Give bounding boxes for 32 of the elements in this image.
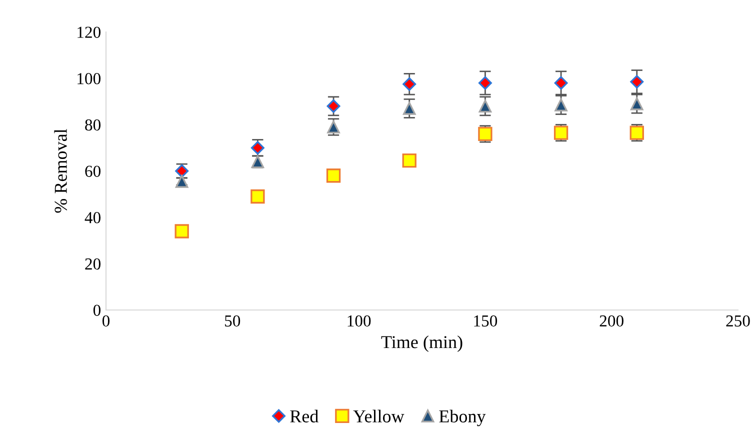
y-tick-label: 0 (93, 304, 101, 316)
point (554, 98, 568, 112)
y-axis-title: % Removal (54, 128, 67, 213)
x-tick-label: 150 (474, 315, 498, 327)
x-tick-label: 100 (348, 315, 371, 327)
point (630, 75, 644, 89)
y-tick-label: 80 (85, 119, 101, 131)
x-tick-label: 200 (600, 315, 624, 327)
y-tick-label: 120 (78, 26, 101, 38)
legend-label: Red (290, 410, 318, 422)
point (250, 189, 265, 204)
point (554, 76, 568, 90)
x-axis-title: Time (min) (381, 336, 462, 352)
point (327, 120, 340, 134)
point (630, 97, 644, 110)
point (478, 76, 492, 90)
point (326, 99, 340, 113)
x-tick-label: 50 (225, 315, 240, 327)
point (402, 77, 416, 91)
point (174, 224, 189, 238)
point (326, 168, 341, 183)
point (478, 100, 492, 113)
x-tick-label: 250 (726, 315, 750, 327)
point (402, 102, 416, 115)
y-tick-label: 100 (78, 73, 101, 84)
point (402, 153, 416, 168)
y-tick-label: 60 (85, 166, 101, 177)
y-tick-label: 40 (84, 212, 101, 224)
x-tick-label: 0 (102, 315, 110, 327)
y-tick-label: 20 (85, 258, 101, 270)
legend-label: Yellow (353, 410, 404, 422)
legend-label: Ebony (439, 410, 486, 426)
